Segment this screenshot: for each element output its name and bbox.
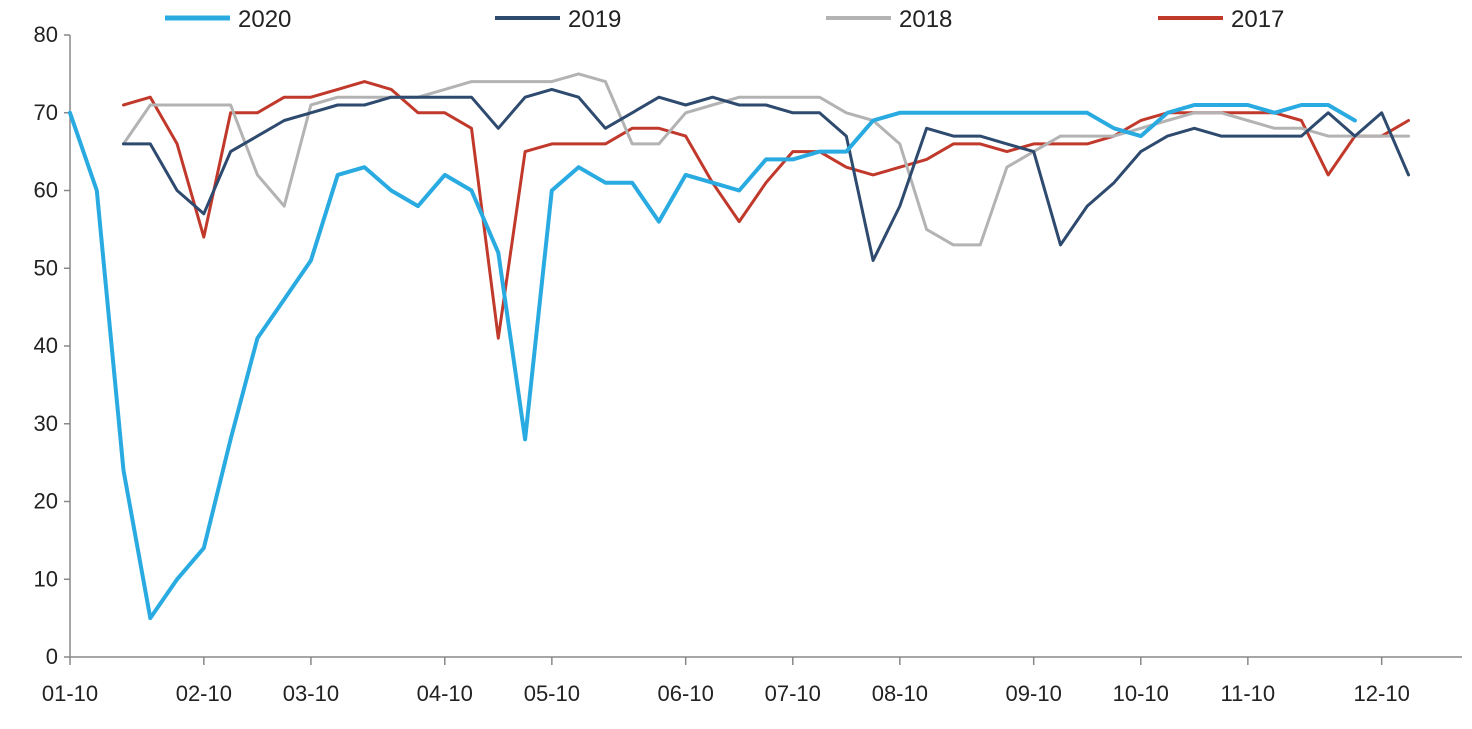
legend-label-2017: 2017 <box>1231 6 1284 33</box>
x-tick-label: 02-10 <box>176 681 232 706</box>
x-tick-label: 04-10 <box>417 681 473 706</box>
y-tick-label: 0 <box>46 644 58 669</box>
y-tick-label: 60 <box>34 178 58 203</box>
y-tick-label: 10 <box>34 566 58 591</box>
x-tick-label: 05-10 <box>524 681 580 706</box>
y-tick-label: 30 <box>34 411 58 436</box>
x-tick-label: 07-10 <box>765 681 821 706</box>
legend-label-2020: 2020 <box>238 6 291 33</box>
x-tick-label: 03-10 <box>283 681 339 706</box>
x-tick-label: 12-10 <box>1354 681 1410 706</box>
series-line-2020 <box>68 103 1357 621</box>
x-tick-label: 11-10 <box>1221 681 1276 706</box>
y-tick-label: 20 <box>34 489 58 514</box>
series-line-2018 <box>122 72 1410 247</box>
series-line-2017 <box>122 80 1410 340</box>
y-tick-label: 50 <box>34 255 58 280</box>
x-tick-label: 06-10 <box>658 681 714 706</box>
x-tick-label: 10-10 <box>1113 681 1169 706</box>
x-tick-label: 08-10 <box>872 681 928 706</box>
x-tick-label: 09-10 <box>1006 681 1062 706</box>
series-line-2019 <box>122 87 1410 262</box>
x-tick-label: 01-10 <box>42 681 98 706</box>
y-tick-label: 70 <box>34 100 58 125</box>
legend-label-2018: 2018 <box>899 6 952 33</box>
legend-label-2019: 2019 <box>568 6 621 33</box>
y-tick-label: 80 <box>34 22 58 47</box>
y-tick-label: 40 <box>34 333 58 358</box>
